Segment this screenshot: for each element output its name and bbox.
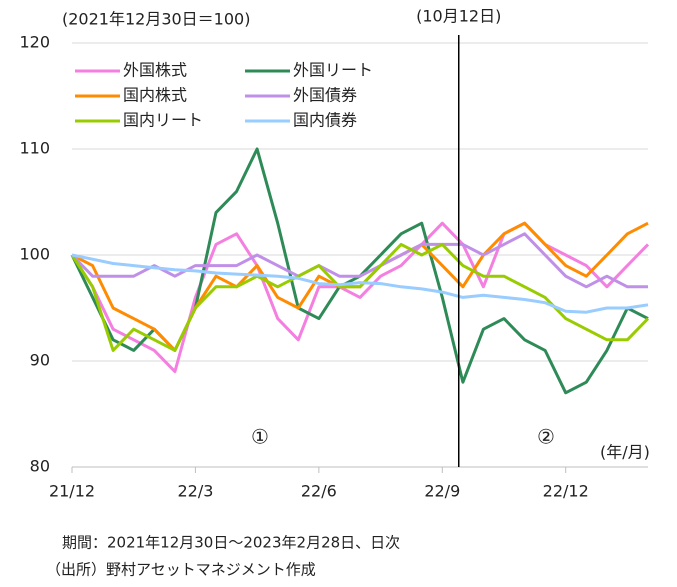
legend-label: 外国リート [293, 61, 373, 80]
series-line [70, 221, 650, 374]
reference-label: (10月12日) [416, 7, 501, 26]
x-tick-label: 22/6 [301, 482, 337, 501]
footnote: 期間：2021年12月30日～2023年2月28日、日次 [62, 534, 400, 552]
x-unit-label: (年/月) [600, 443, 650, 462]
x-tick-label: 22/12 [543, 482, 589, 501]
series-line [71, 253, 649, 314]
legend-label: 外国株式 [123, 61, 187, 80]
legend-label: 国内債券 [293, 111, 357, 130]
legend-label: 国内株式 [123, 86, 187, 105]
footnote: （出所）野村アセットマネジメント作成 [46, 561, 316, 579]
x-tick-label: 21/12 [49, 482, 95, 501]
chart-subtitle: (2021年12月30日＝100) [62, 10, 250, 29]
x-tick-label: 22/3 [177, 482, 213, 501]
x-tick-label: 22/9 [424, 482, 460, 501]
y-tick-label: 100 [19, 245, 50, 264]
y-tick-label: 120 [19, 33, 50, 52]
annotation: ① [251, 425, 269, 449]
y-tick-label: 90 [30, 351, 50, 370]
legend-label: 国内リート [123, 111, 203, 130]
series-line [70, 232, 648, 289]
legend-label: 外国債券 [293, 86, 357, 105]
y-tick-label: 110 [19, 139, 50, 158]
annotation: ② [537, 425, 555, 449]
y-tick-label: 80 [30, 457, 50, 476]
